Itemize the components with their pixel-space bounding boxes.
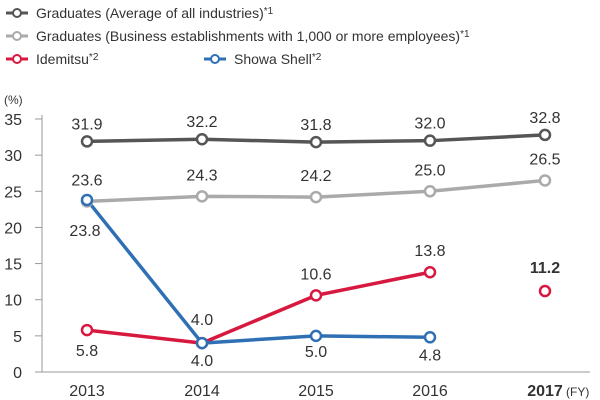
data-label-grad_large: 23.6 [71,172,102,189]
x-axis-unit: (FY) [566,385,589,399]
data-label-grad_large: 26.5 [529,151,560,168]
data-label-grad_all: 32.2 [186,114,217,131]
y-tick-label: 30 [4,148,22,165]
y-tick-label: 35 [4,112,22,129]
legend-label-graduates-large: Graduates (Business establishments with … [36,28,470,44]
legend-label-graduates-all: Graduates (Average of all industries)*1 [36,5,274,21]
data-point-grad_all [538,128,552,142]
series-line-showa [85,198,432,345]
data-point-grad_all [423,134,437,147]
y-tick-label: 15 [4,257,22,274]
data-point-showa [309,329,323,343]
y-tick-label: 20 [4,220,22,237]
data-label-showa: 4.0 [191,353,213,370]
x-tick-label: 2013 [69,383,105,400]
y-tick-label: 0 [13,365,22,382]
data-label-grad_all: 31.9 [71,116,102,133]
data-label-grad_large: 25.0 [414,162,445,179]
data-point-idemitsu [80,323,94,337]
data-label-grad_all: 32.8 [529,110,560,127]
x-tick-label: 2017 [527,383,563,400]
data-label-showa: 23.8 [69,223,100,240]
data-label-grad_large: 24.3 [186,167,217,184]
data-point-grad_large [309,190,323,204]
data-label-idemitsu: 4.0 [191,312,213,329]
data-label-idemitsu: 10.6 [300,266,331,283]
series-points [80,128,552,350]
x-tick-label: 2015 [298,383,334,400]
data-point-grad_all [80,135,94,148]
data-label-showa: 5.0 [305,344,327,361]
y-tick-label: 25 [4,184,22,201]
data-labels: 31.9 32.2 31.8 32.0 32.8 23.6 24.3 24.2 25.0 26.5… [69,110,560,370]
x-tick-label: 2016 [412,383,448,400]
data-point-showa [80,193,94,207]
series-line-idemitsu [85,270,432,345]
y-tick-label: 10 [4,293,22,310]
data-label-idemitsu: 11.2 [530,260,560,277]
data-point-idemitsu [423,265,437,279]
data-label-idemitsu: 5.8 [76,343,98,360]
legend-item-graduates-all: Graduates (Average of all industries)*1 [6,5,274,21]
legend: Graduates (Average of all industries)*1 … [6,5,470,67]
legend-item-idemitsu: Idemitsu*2 [6,51,99,67]
legend-label-showa-shell: Showa Shell*2 [234,51,322,67]
series-lines [85,133,547,345]
data-point-showa [195,336,209,350]
x-tick-label: 2014 [184,383,220,400]
data-point-grad_large [538,174,552,187]
data-label-grad_all: 32.0 [414,116,445,133]
data-point-grad_all [195,132,209,146]
data-point-grad_large [195,190,209,203]
legend-item-showa-shell: Showa Shell*2 [204,51,322,67]
legend-label-idemitsu: Idemitsu*2 [36,51,99,67]
data-point-grad_large [423,185,437,198]
legend-item-graduates-large: Graduates (Business establishments with … [6,28,470,44]
data-point-grad_all [309,135,323,149]
data-label-grad_all: 31.8 [300,117,331,134]
data-point-showa [423,331,437,344]
data-label-idemitsu: 13.8 [414,243,445,260]
y-tick-label: 5 [13,329,22,346]
data-label-showa: 4.8 [419,347,441,364]
data-label-grad_large: 24.2 [300,168,331,185]
y-axis-unit: (%) [4,93,23,107]
data-point-idemitsu [538,284,552,298]
axes: 0 5 10 15 20 25 30 35 2013 2014 2015 2016 2017 [4,112,590,400]
data-point-idemitsu [309,289,323,302]
